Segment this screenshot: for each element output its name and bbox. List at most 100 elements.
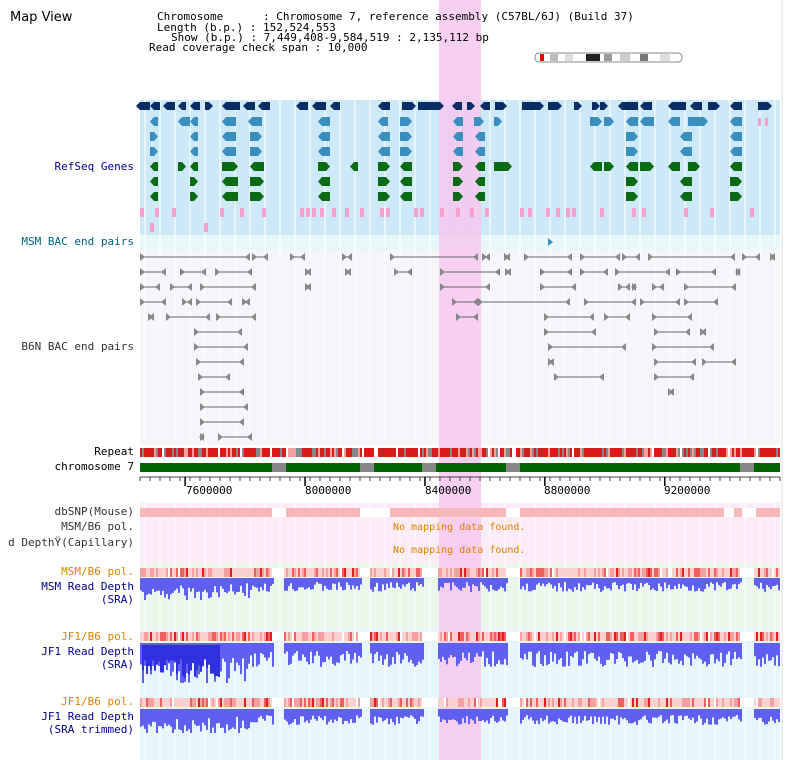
bac-end [242,298,247,306]
msm-depth-bar [466,578,468,583]
jf1-depth-peak [206,645,208,669]
track-label-msm-bac[interactable]: MSM BAC end pairs [21,235,134,248]
jf1-depth-bar [566,643,568,652]
track-label-jf1-read-depth-trimmed[interactable]: JF1 Read Depth [41,710,134,723]
track-label-refseq[interactable]: RefSeq Genes [54,160,134,173]
jf1-depth-bar [254,643,256,654]
msm-depth-bar [730,578,732,589]
track-label-b6n-bac[interactable]: B6N BAC end pairs [21,340,134,353]
msm-depth-bar [758,578,760,589]
jf1-pol-trim-cell [480,698,482,707]
jf1-pol-cell [318,632,320,641]
repeat-segment [356,448,358,457]
jf1-depth-bar [306,643,308,662]
jf1-pol-trim-cell [570,698,572,707]
msm-depth-bar [638,578,640,589]
jf1-pol-trim-cell [622,698,624,707]
jf1-depth-trim-bar [650,709,652,724]
jf1-pol-cell [372,632,374,641]
bac-end [251,283,256,291]
jf1-depth-bar [224,643,226,662]
msm-depth-bar [152,578,154,589]
msm-pol-cell [546,568,548,577]
track-label-msm-b6-pol-2[interactable]: MSM/B6 pol. [61,565,134,578]
jf1-depth-peak [188,645,190,675]
repeat-segment [502,448,504,457]
track-label-dbsnp[interactable]: dbSNP(Mouse) [54,505,134,518]
track-label-chromosome[interactable]: chromosome 7 [54,460,134,473]
gene-feature [453,147,463,156]
jf1-depth-bar [670,643,672,665]
jf1-depth-trim-bar [244,709,246,729]
jf1-depth-trim-bar [306,709,308,721]
track-label-jf1-read-depth[interactable]: JF1 Read Depth [41,645,134,658]
repeat-segment [568,448,570,457]
jf1-depth-trim-bar [608,709,610,725]
jf1-pol-cell [712,632,714,641]
jf1-pol-cell [734,632,736,641]
jf1-depth-bar [696,643,698,656]
msm-pol-cell [442,568,444,577]
jf1-pol-cell [698,632,700,641]
jf1-pol-trim-cell [450,698,452,707]
msm-pol-cell [394,568,396,577]
msm-depth-bar [248,578,250,598]
msm-pol-cell [250,568,252,577]
jf1-depth-trim-bar [314,709,316,719]
repeat-segment [224,448,226,457]
jf1-pol-cell [396,632,398,641]
jf1-pol-trim-cell [646,698,648,707]
jf1-depth-trim-bar [164,709,166,724]
jf1-depth-bar [624,643,626,662]
pol-gap [422,632,438,641]
jf1-pol-trim-cell [162,698,164,707]
gene-feature [360,208,364,217]
repeat-segment [142,448,144,457]
jf1-depth-trim-bar [324,709,326,717]
jf1-pol-cell [598,632,600,641]
msm-depth-bar [732,578,734,585]
gene-feature [220,208,224,217]
bac-end [140,283,145,291]
jf1-depth-peak [204,645,206,660]
msm-depth-bar [756,578,758,587]
track-label-read-depth-capillary[interactable]: d DepthŸ(Capillary) [8,536,134,549]
jf1-pol-cell [684,632,686,641]
jf1-pol-trim-cell [582,698,584,707]
jf1-pol-trim-cell [610,698,612,707]
bac-end [252,253,257,261]
bac-end [200,283,205,291]
jf1-depth-trim-bar [632,709,634,724]
jf1-pol-trim-cell [320,698,322,707]
jf1-depth-trim-bar [298,709,300,725]
jf1-depth-bar [680,643,682,661]
jf1-depth-bar [600,643,602,664]
jf1-pol-cell [268,632,270,641]
jf1-pol-trim-cell [568,698,570,707]
jf1-depth-bar [472,643,474,662]
track-label-jf1-b6-pol-1[interactable]: JF1/B6 pol. [61,630,134,643]
gene-feature [222,177,238,186]
jf1-depth-trim-bar [150,709,152,727]
track-label-msm-read-depth[interactable]: MSM Read Depth [41,580,134,593]
jf1-pol-cell [322,632,324,641]
track-label-jf1-b6-pol-2[interactable]: JF1/B6 pol. [61,695,134,708]
jf1-depth-trim-bar [218,709,220,724]
jf1-depth-trim-bar [142,709,144,726]
jf1-depth-trim-bar [172,709,174,733]
jf1-depth-bar [456,643,458,667]
msm-depth-bar [616,578,618,586]
msm-depth-bar [376,578,378,583]
track-label-msm-b6-pol-1[interactable]: MSM/B6 pol. [61,520,134,533]
repeat-segment [714,448,716,457]
jf1-pol-trim-cell [418,698,420,707]
jf1-pol-cell [194,632,196,641]
jf1-depth-trim-bar [326,709,328,725]
jf1-depth-trim-bar [438,709,440,717]
msm-depth-bar [172,578,174,593]
track-label-repeat[interactable]: Repeat [94,445,134,458]
jf1-depth-trim-bar [726,709,728,722]
jf1-depth-trim-bar [404,709,406,717]
jf1-pol-trim-cell [642,698,644,707]
msm-pol-cell [204,568,206,577]
